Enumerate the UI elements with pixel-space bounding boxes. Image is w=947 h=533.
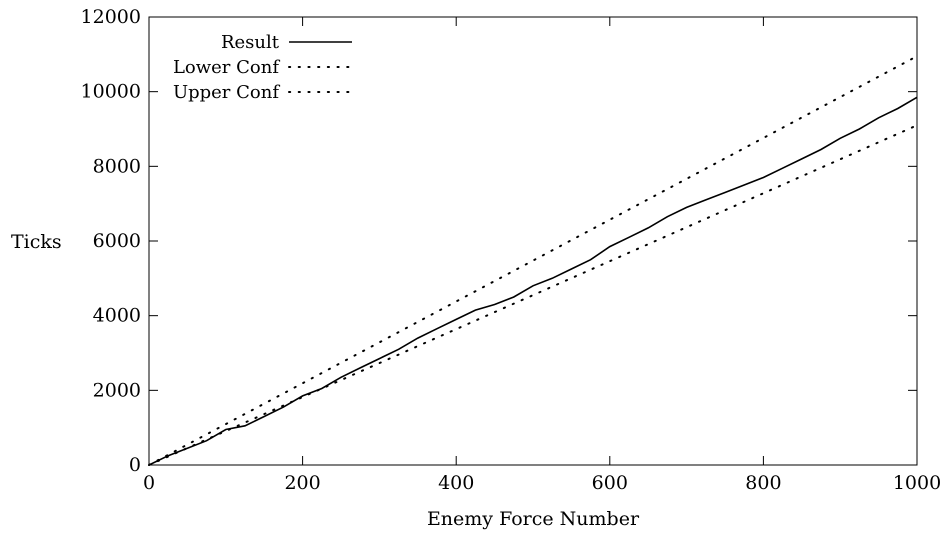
series-line-upper-conf bbox=[148, 124, 918, 466]
y-tick-label: 4000 bbox=[93, 305, 141, 327]
y-tick-label: 8000 bbox=[93, 155, 141, 177]
series-line-lower-conf bbox=[148, 55, 918, 466]
y-tick-label: 0 bbox=[129, 454, 141, 476]
series-layer bbox=[148, 55, 918, 466]
x-axis-ticks: 0 200 400 600 800 1000 bbox=[143, 17, 941, 494]
x-tick-label: 200 bbox=[284, 472, 320, 494]
x-tick-label: 600 bbox=[592, 472, 628, 494]
y-axis-title: Ticks bbox=[11, 231, 62, 253]
x-tick-label: 0 bbox=[143, 472, 155, 494]
legend: Result Lower Conf Upper Conf bbox=[173, 32, 353, 103]
y-tick-label: 12000 bbox=[81, 6, 141, 28]
y-tick-label: 6000 bbox=[93, 230, 141, 252]
x-tick-label: 400 bbox=[438, 472, 474, 494]
x-tick-label: 1000 bbox=[893, 472, 941, 494]
legend-label-result: Result bbox=[221, 32, 280, 53]
legend-label-upper-conf: Upper Conf bbox=[173, 82, 280, 103]
x-axis-title: Enemy Force Number bbox=[427, 508, 640, 530]
series-line-result bbox=[148, 96, 918, 466]
y-axis-ticks: 0 2000 4000 6000 8000 10000 12000 bbox=[81, 6, 917, 476]
legend-label-lower-conf: Lower Conf bbox=[173, 57, 280, 78]
y-tick-label: 2000 bbox=[93, 379, 141, 401]
y-tick-label: 10000 bbox=[81, 81, 141, 103]
x-tick-label: 800 bbox=[745, 472, 781, 494]
